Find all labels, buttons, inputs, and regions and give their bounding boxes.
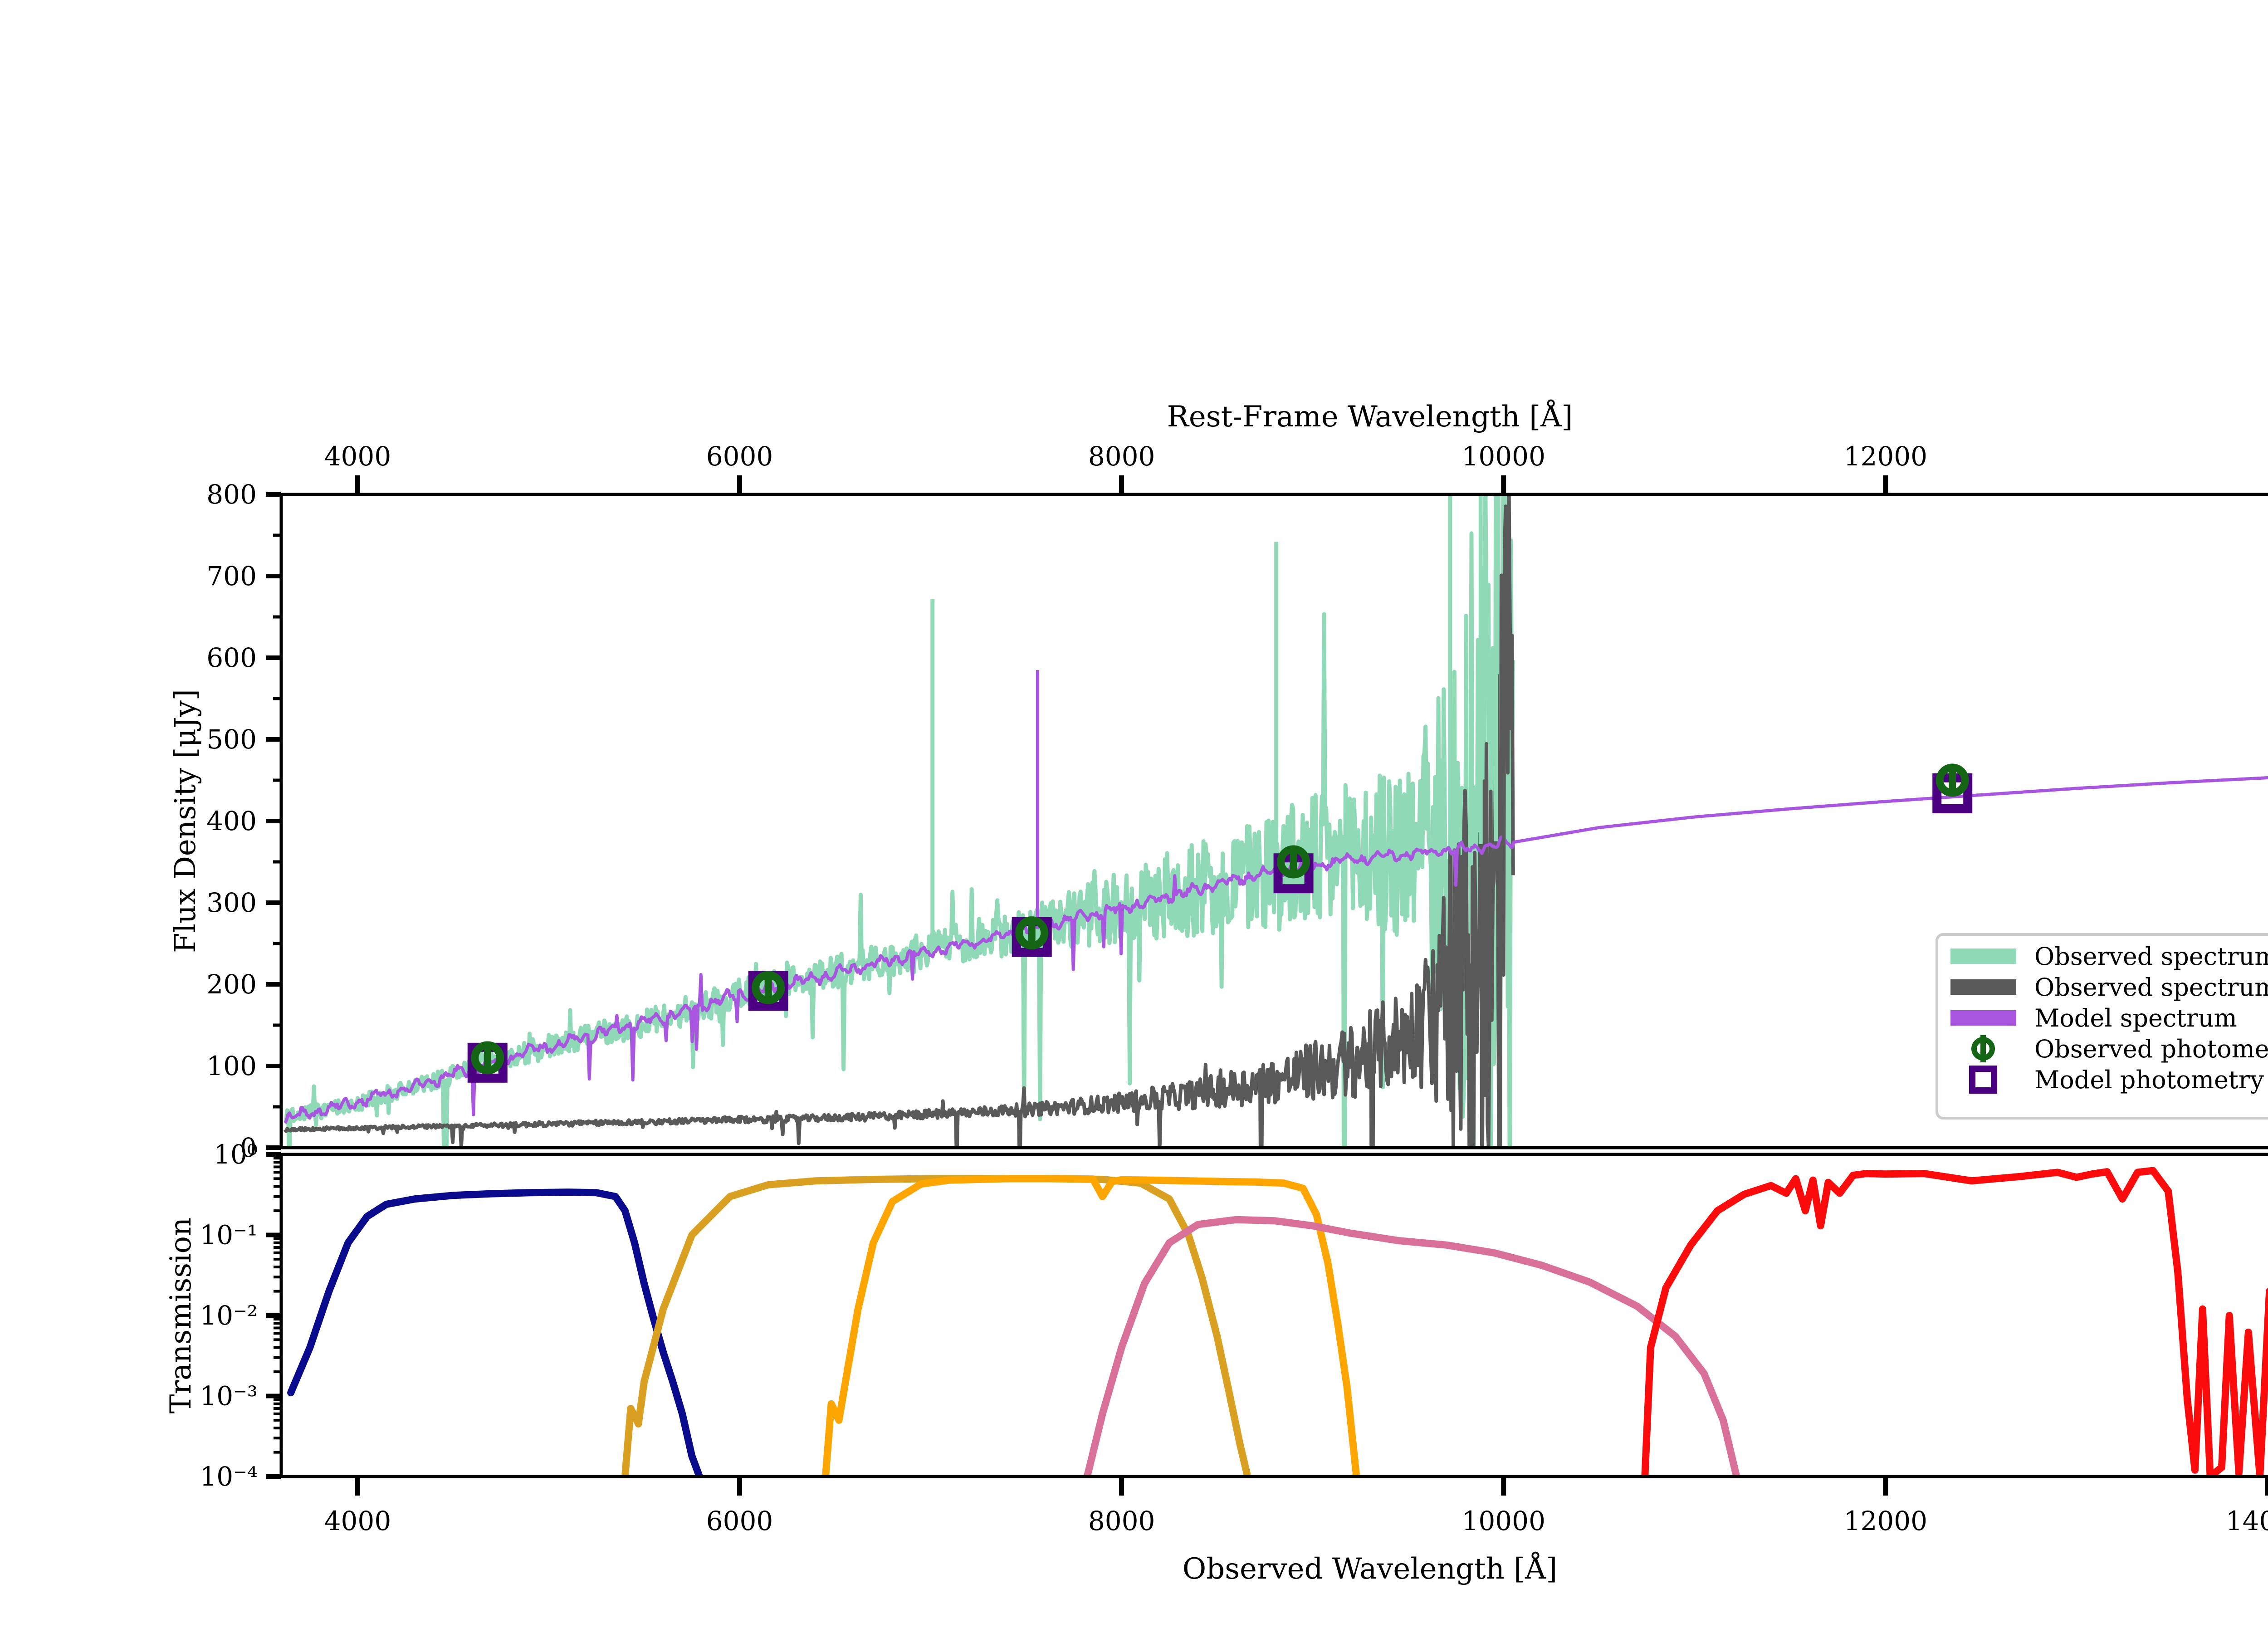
observed-photometry-marker-r[interactable]: [752, 971, 785, 1004]
flux-ytick-label-200: 200: [206, 969, 257, 1000]
transmission-plot-area: [287, 1167, 2268, 1475]
legend-item-2: Model spectrum: [1950, 1004, 2237, 1032]
legend-square-4: [1969, 1066, 1997, 1094]
flux-plot-area: [284, 496, 2268, 1146]
transmission-ytick-label-4: 10⁻⁴: [200, 1461, 258, 1492]
legend-item-4: Model photometry: [1969, 1066, 2264, 1094]
flux-ytick-label-0: 0: [240, 1132, 257, 1163]
legend-label-4: Model photometry: [2034, 1066, 2264, 1094]
transmission-ytick-label-1: 10⁻¹: [200, 1220, 258, 1251]
observed-photometry-marker-z[interactable]: [1277, 845, 1310, 879]
flux-ytick-label-800: 800: [206, 479, 257, 510]
transmission-ytick-label-0: 10⁰: [214, 1139, 258, 1170]
flux-axis-title: Flux Density [μJy]: [169, 689, 202, 953]
legend-circle-3: [1971, 1037, 1995, 1061]
filter-curve-i: [822, 1175, 1360, 1475]
transmission-ytick-label-2: 10⁻²: [200, 1300, 258, 1331]
bottom-xtick-label-10000: 10000: [1461, 1506, 1545, 1536]
legend-item-1: Observed spectrum uncertainty: [1950, 973, 2268, 1002]
main-legend: [1936, 933, 2268, 1120]
flux-ytick-label-700: 700: [206, 561, 257, 592]
top-axis-title: Rest-Frame Wavelength [Å]: [1167, 400, 1573, 434]
legend-label-2: Model spectrum: [2034, 1004, 2237, 1032]
top-xtick-label-4000: 4000: [324, 441, 391, 472]
legend-item-3: Observed photometry: [1971, 1035, 2268, 1063]
transmission-axis-title: Transmission: [164, 1217, 198, 1414]
bottom-xtick-label-12000: 12000: [1844, 1506, 1928, 1536]
top-xtick-label-8000: 8000: [1088, 441, 1155, 472]
model-spectrum-line: [284, 776, 2268, 1124]
flux-ytick-label-100: 100: [206, 1051, 257, 1081]
flux-ytick-label-600: 600: [206, 642, 257, 673]
flux-ytick-label-400: 400: [206, 806, 257, 836]
bottom-xtick-label-14000: 14000: [2226, 1506, 2268, 1536]
top-xtick-label-6000: 6000: [706, 441, 773, 472]
filter-curve-g: [287, 1188, 703, 1475]
legend-label-1: Observed spectrum uncertainty: [2034, 973, 2268, 1002]
observed-photometry-marker-i[interactable]: [1015, 916, 1049, 950]
bottom-xtick-label-6000: 6000: [706, 1506, 773, 1536]
flux-ytick-label-500: 500: [206, 724, 257, 755]
legend-swatch-0: [1950, 949, 2016, 964]
bottom-axis-title: Observed Wavelength [Å]: [1183, 1552, 1557, 1586]
legend-label-3: Observed photometry: [2034, 1035, 2268, 1063]
transmission-panel-frame: [279, 1153, 2268, 1478]
observed-photometry-marker-J[interactable]: [1936, 763, 1969, 797]
legend-label-0: Observed spectrum: [2034, 942, 2268, 971]
legend-item-0: Observed spectrum: [1950, 942, 2268, 971]
flux-ytick-label-300: 300: [206, 887, 257, 918]
filter-curve-z: [1084, 1216, 1740, 1475]
observed-spectrum-uncertainty-line: [284, 496, 1515, 1146]
legend-swatch-1: [1950, 979, 2016, 995]
bottom-xtick-label-8000: 8000: [1088, 1506, 1155, 1536]
filter-curve-J: [1641, 1167, 2268, 1475]
transmission-ytick-label-3: 10⁻³: [200, 1381, 258, 1412]
legend-swatch-2: [1950, 1010, 2016, 1026]
bottom-xtick-label-4000: 4000: [324, 1506, 391, 1536]
top-xtick-label-10000: 10000: [1461, 441, 1545, 472]
observed-photometry-marker-g[interactable]: [471, 1041, 504, 1075]
top-xtick-label-12000: 12000: [1844, 441, 1928, 472]
